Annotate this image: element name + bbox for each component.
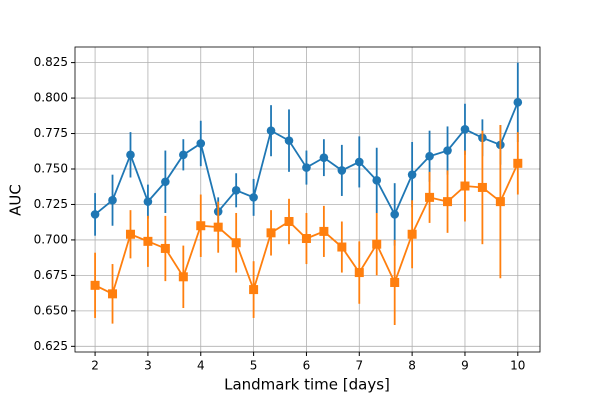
- marker: [372, 239, 382, 249]
- marker: [179, 150, 188, 160]
- marker: [249, 285, 259, 295]
- marker: [390, 277, 400, 287]
- y-tick-label: 0.725: [34, 197, 68, 211]
- marker: [90, 280, 100, 290]
- marker: [249, 193, 258, 202]
- marker: [266, 126, 276, 135]
- y-axis-label: AUC: [7, 184, 25, 216]
- marker: [143, 236, 153, 246]
- x-tick-label: 8: [408, 359, 416, 373]
- marker: [301, 234, 311, 244]
- marker: [266, 228, 276, 238]
- x-tick-label: 6: [303, 359, 311, 373]
- marker: [319, 153, 329, 162]
- marker: [337, 242, 347, 252]
- x-axis-label: Landmark time [days]: [224, 376, 390, 394]
- x-tick-label: 7: [355, 359, 363, 373]
- y-tick-label: 0.800: [34, 91, 68, 105]
- x-tick-label: 3: [144, 359, 152, 373]
- marker: [354, 268, 364, 278]
- marker: [460, 124, 470, 134]
- marker: [108, 195, 117, 205]
- marker: [354, 157, 364, 167]
- marker: [372, 176, 382, 185]
- marker: [108, 289, 118, 299]
- marker: [125, 229, 135, 239]
- y-tick-label: 0.650: [34, 303, 68, 317]
- marker: [161, 177, 170, 187]
- marker: [284, 136, 294, 145]
- marker: [213, 222, 223, 232]
- marker: [196, 139, 206, 148]
- marker: [513, 98, 523, 107]
- marker: [126, 150, 135, 160]
- marker: [407, 229, 417, 239]
- marker: [460, 181, 470, 191]
- y-tick-label: 0.625: [34, 339, 68, 353]
- marker: [425, 151, 434, 161]
- marker: [196, 221, 206, 231]
- marker: [443, 146, 452, 155]
- x-tick-label: 9: [461, 359, 469, 373]
- plot-frame: [74, 46, 541, 353]
- y-tick-label: 0.675: [34, 268, 68, 282]
- marker: [407, 170, 417, 179]
- marker: [160, 243, 170, 253]
- marker: [302, 163, 311, 172]
- marker: [284, 216, 294, 226]
- marker: [319, 226, 329, 236]
- marker: [443, 197, 453, 207]
- x-tick-label: 4: [197, 359, 205, 373]
- y-tick-label: 0.750: [34, 162, 68, 176]
- x-tick-label: 5: [250, 359, 258, 373]
- marker: [143, 197, 153, 206]
- marker: [477, 182, 487, 192]
- marker: [231, 185, 241, 195]
- marker: [390, 210, 399, 219]
- x-tick-label: 10: [510, 359, 525, 373]
- y-tick-label: 0.825: [34, 55, 68, 69]
- marker: [425, 192, 435, 202]
- y-tick-label: 0.775: [34, 126, 68, 140]
- marker: [178, 272, 188, 282]
- marker: [90, 210, 100, 219]
- marker: [495, 197, 505, 207]
- y-tick-label: 0.700: [34, 232, 68, 246]
- x-tick-label: 2: [91, 359, 99, 373]
- marker: [231, 238, 241, 248]
- marker: [337, 166, 347, 175]
- marker: [513, 158, 523, 168]
